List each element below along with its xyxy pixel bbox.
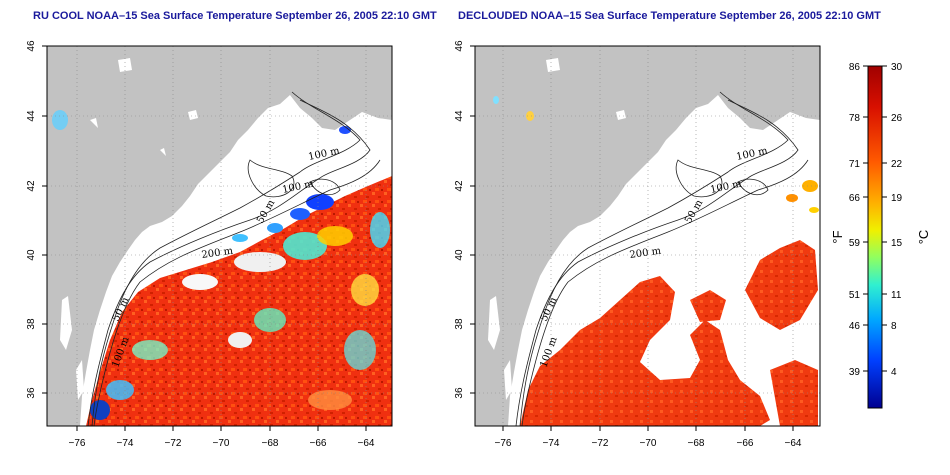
celsius-ticks: 30 26 22 19 15 11 8 4 [891, 62, 903, 378]
lat-tick: 40 [454, 249, 465, 261]
lat-lon-grid [47, 46, 392, 426]
left-panel-title: RU COOL NOAA–15 Sea Surface Temperature … [33, 10, 437, 22]
lon-tick: −76 [69, 438, 86, 449]
lon-tick: −64 [358, 438, 375, 449]
coastline-land [47, 46, 392, 426]
lat-tick: 38 [26, 318, 37, 330]
bathymetry-contours [87, 91, 381, 426]
lat-tick: 42 [454, 180, 465, 192]
lat-lon-grid [475, 46, 820, 426]
lon-tick: −68 [262, 438, 279, 449]
fahrenheit-ticks: 86 78 71 66 59 51 46 39 [849, 62, 861, 378]
map-frame [46, 45, 393, 427]
c-tick: 26 [891, 113, 903, 124]
lon-tick: −66 [737, 438, 754, 449]
right-panel-title: DECLOUDED NOAA–15 Sea Surface Temperatur… [458, 10, 881, 22]
cool-sst-patches [106, 212, 390, 410]
longitude-ticks: −76 −74 −72 −70 −68 −66 −64 [495, 438, 802, 449]
right-sst-map: 100 m 100 m 50 m 200 m 50 m 100 m [454, 40, 821, 449]
lon-tick: −68 [688, 438, 705, 449]
bathymetry-contours [515, 91, 809, 426]
lat-tick: 42 [26, 180, 37, 192]
f-tick: 46 [849, 321, 861, 332]
longitude-ticks: −76 −74 −72 −70 −68 −66 −64 [69, 438, 375, 449]
temperature-colorbar: 86 78 71 66 59 51 46 39 30 26 22 19 15 1… [830, 62, 931, 409]
lat-tick: 44 [26, 110, 37, 122]
cold-shelf-water [52, 110, 351, 420]
declouded-warm-patches [493, 96, 819, 213]
f-tick: 66 [849, 193, 861, 204]
contour-label: 200 m [201, 246, 234, 261]
c-tick: 22 [891, 159, 903, 170]
fahrenheit-unit-label: °F [830, 230, 845, 243]
lon-tick: −70 [213, 438, 230, 449]
f-tick: 86 [849, 62, 861, 73]
lat-tick: 40 [26, 249, 37, 261]
colorbar-gradient [867, 65, 883, 409]
f-tick: 39 [849, 367, 861, 378]
f-tick: 59 [849, 238, 861, 249]
contour-label: 200 m [629, 246, 662, 261]
celsius-unit-label: °C [916, 230, 931, 245]
latitude-ticks: 46 44 42 40 38 36 [454, 40, 465, 399]
lon-tick: −74 [543, 438, 560, 449]
latitude-ticks: 46 44 42 40 38 36 [26, 40, 37, 399]
lat-tick: 46 [26, 40, 37, 52]
coastline-land [475, 46, 820, 426]
c-tick: 8 [891, 321, 897, 332]
lat-tick: 36 [454, 387, 465, 399]
c-tick: 19 [891, 193, 903, 204]
lat-tick: 46 [454, 40, 465, 52]
lon-tick: −70 [640, 438, 657, 449]
lon-tick: −72 [165, 438, 182, 449]
c-tick: 11 [891, 290, 902, 301]
lat-tick: 38 [454, 318, 465, 330]
f-tick: 78 [849, 113, 861, 124]
f-tick: 51 [849, 290, 861, 301]
left-sst-map: 100 m 100 m 50 m 200 m 50 m 100 m [26, 40, 393, 449]
lon-tick: −76 [495, 438, 512, 449]
lat-tick: 36 [26, 387, 37, 399]
c-tick: 30 [891, 62, 903, 73]
lat-tick: 44 [454, 110, 465, 122]
lon-tick: −66 [310, 438, 327, 449]
lon-tick: −72 [592, 438, 609, 449]
c-tick: 4 [891, 367, 897, 378]
c-tick: 15 [891, 238, 903, 249]
lon-tick: −64 [785, 438, 802, 449]
lon-tick: −74 [117, 438, 134, 449]
f-tick: 71 [849, 159, 861, 170]
declouded-sst-fragments [520, 240, 818, 426]
